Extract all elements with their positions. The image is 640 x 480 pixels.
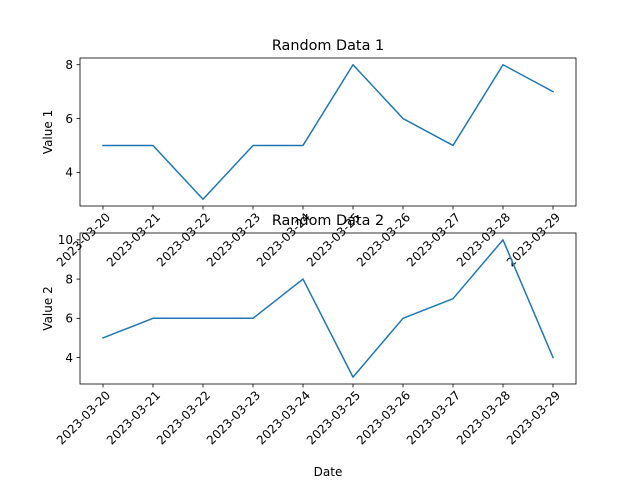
subplot-1-y-axis-label: Value 1	[41, 110, 55, 154]
subplot-1-data-point	[452, 144, 454, 146]
subplot-1-data-point	[552, 91, 554, 93]
subplot-2-y-tick-label: 4	[65, 351, 73, 365]
subplot-2-y-tick-label: 8	[65, 272, 73, 286]
subplot-2-data-point	[102, 337, 104, 339]
subplot-1-data-point	[252, 144, 254, 146]
subplot-1-series-line	[102, 63, 555, 201]
subplot-2-series	[102, 239, 554, 378]
subplot-1-y-ticks: 4 6 8	[65, 58, 80, 180]
subplot-2-y-axis-label: Value 2	[41, 286, 55, 330]
subplot-2-data-point	[352, 376, 354, 378]
subplot-1-data-point	[202, 198, 204, 200]
subplot-2-y-tick-label: 6	[65, 312, 73, 326]
subplot-1-data-point	[502, 64, 504, 66]
subplot-1-data-point	[152, 144, 154, 146]
subplot-1-y-tick-label: 6	[65, 112, 73, 126]
subplot-1-data-point	[402, 118, 404, 120]
subplot-1-axes-frame	[79, 57, 577, 207]
subplot-2-axes-frame	[79, 232, 577, 385]
subplot-1-data-point	[352, 64, 354, 66]
subplot-2-data-point	[402, 317, 404, 319]
subplot-2-data-point	[502, 239, 504, 241]
subplot-2-series-line	[102, 239, 554, 378]
subplot-1-y-tick-label: 4	[65, 166, 73, 180]
subplot-2-data-point	[552, 357, 554, 359]
subplot-2-data-point	[152, 317, 154, 319]
subplot-2-data-point	[252, 317, 254, 319]
subplot-1-title: Random Data 1	[272, 38, 384, 54]
subplot-1-data-point	[102, 144, 104, 146]
subplot-1-data-point	[302, 144, 304, 146]
subplot-2-data-point	[452, 298, 454, 300]
subplot-2-y-tick-label: 10	[58, 233, 73, 247]
subplot-2-title: Random Data 2	[272, 213, 384, 229]
subplot-2-data-point	[302, 278, 304, 280]
subplot-1-series	[102, 63, 555, 201]
subplot-2-y-ticks: 4 6 8 10	[58, 233, 80, 365]
subplot-2-x-axis-label: Date	[314, 465, 343, 479]
subplot-1-y-tick-label: 8	[65, 58, 73, 72]
subplot-2-data-point	[202, 317, 204, 319]
